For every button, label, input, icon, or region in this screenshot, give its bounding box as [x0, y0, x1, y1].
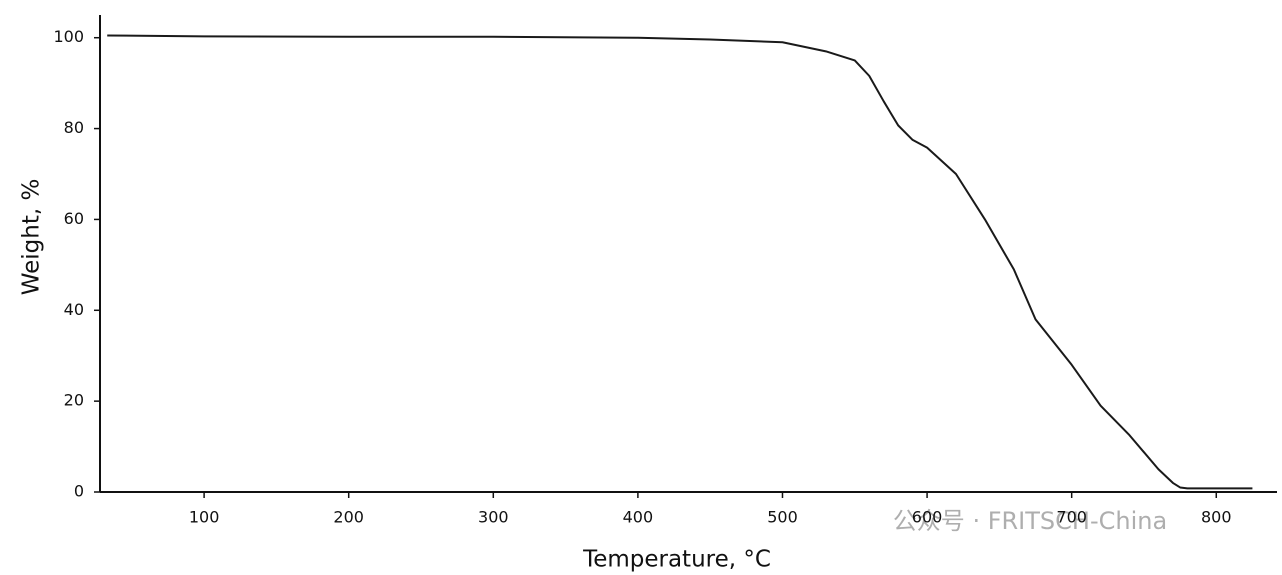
- y-tick-label: 60: [64, 209, 84, 228]
- x-tick-label: 600: [912, 508, 943, 527]
- x-tick-label: 800: [1201, 508, 1232, 527]
- x-tick-label: 500: [767, 508, 798, 527]
- watermark: 公众号 · FRITSCH-China: [893, 507, 1167, 535]
- y-axis-title: Weight, %: [19, 179, 45, 296]
- x-tick-label: 400: [623, 508, 654, 527]
- data-line: [107, 34, 1253, 490]
- x-tick-label: 100: [189, 508, 220, 527]
- x-tick-label: 300: [478, 508, 509, 527]
- y-tick-label: 20: [64, 391, 84, 410]
- x-tick-label: 200: [333, 508, 364, 527]
- x-axis-title: Temperature, °C: [582, 547, 771, 573]
- y-tick-label: 0: [74, 482, 84, 501]
- y-tick-label: 100: [53, 27, 84, 46]
- y-tick-label: 80: [64, 118, 84, 137]
- x-tick-label: 700: [1056, 508, 1087, 527]
- y-tick-label: 40: [64, 300, 84, 319]
